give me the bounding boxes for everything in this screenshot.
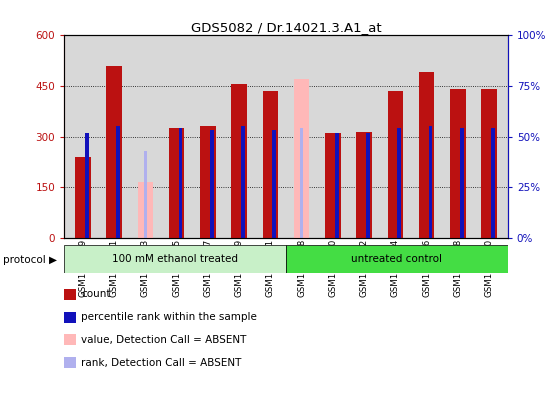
Bar (325, 133, 340, 238)
Text: 100 mM ethanol treated: 100 mM ethanol treated (112, 254, 238, 264)
Bar (64, 245, 286, 273)
Bar (286, 245, 508, 273)
Bar (356, 132, 372, 238)
Bar (75, 157, 91, 238)
Bar (397, 129, 401, 238)
Bar (460, 129, 464, 238)
Bar (179, 129, 182, 238)
Bar (263, 91, 278, 238)
Bar (107, 66, 122, 238)
Bar (169, 128, 185, 238)
Text: count: count (81, 289, 110, 299)
Bar (116, 127, 120, 238)
Text: value, Detection Call = ABSENT: value, Detection Call = ABSENT (81, 335, 246, 345)
Bar (241, 127, 245, 238)
Bar (387, 91, 403, 238)
Text: rank, Detection Call = ABSENT: rank, Detection Call = ABSENT (81, 358, 241, 368)
Bar (481, 89, 497, 238)
Bar (491, 129, 495, 238)
Bar (335, 132, 339, 238)
Bar (450, 89, 465, 238)
Bar (85, 132, 89, 238)
Bar (143, 151, 147, 238)
Text: protocol ▶: protocol ▶ (3, 255, 57, 265)
Bar (429, 127, 432, 238)
Text: untreated control: untreated control (352, 254, 442, 264)
Bar (232, 84, 247, 238)
Bar (138, 182, 153, 238)
Bar (200, 127, 216, 238)
Bar (418, 72, 434, 238)
Bar (272, 130, 276, 238)
Bar (300, 129, 304, 238)
Bar (210, 130, 214, 238)
Bar (366, 132, 370, 238)
Bar (294, 79, 309, 238)
Title: GDS5082 / Dr.14021.3.A1_at: GDS5082 / Dr.14021.3.A1_at (191, 21, 381, 34)
Text: percentile rank within the sample: percentile rank within the sample (81, 312, 257, 322)
